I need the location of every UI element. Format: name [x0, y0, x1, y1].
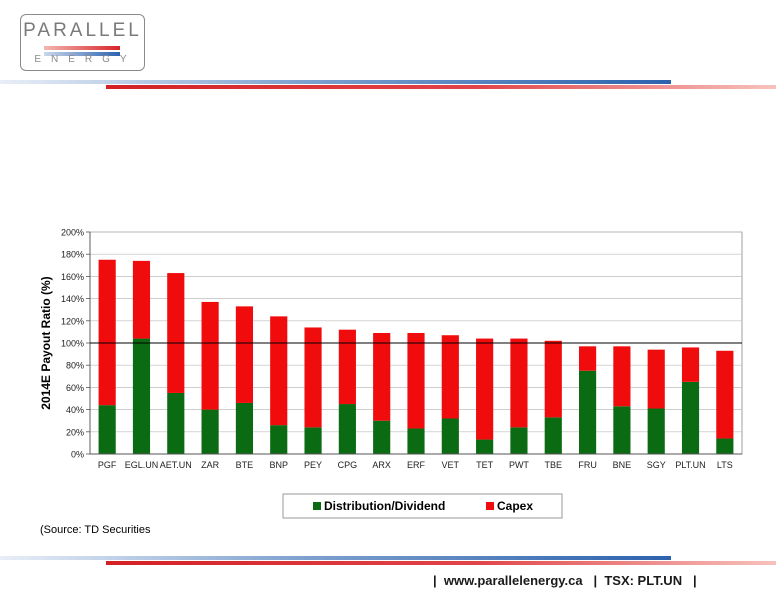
bar-distribution [270, 425, 288, 454]
bar-distribution [716, 438, 734, 454]
x-tick-label: ARX [372, 460, 391, 470]
bar-capex [544, 340, 562, 418]
bar-capex [647, 349, 665, 409]
y-tick-label: 20% [66, 427, 84, 437]
y-tick-label: 60% [66, 383, 84, 393]
bar-distribution [235, 402, 253, 454]
y-tick-label: 180% [61, 250, 84, 260]
bar-capex [681, 347, 700, 382]
x-tick-label: EGL.UN [125, 460, 159, 470]
bar-distribution [407, 428, 425, 454]
bar-capex [98, 259, 116, 406]
footer-sep-1: | [433, 573, 437, 588]
bar-distribution [544, 417, 562, 454]
header-red-stripe [106, 85, 776, 89]
logo-bottom-text: ENERGY [34, 54, 137, 65]
x-tick-label: TET [476, 460, 494, 470]
bar-distribution [167, 392, 185, 454]
bar-distribution [510, 427, 528, 454]
company-logo: PARALLEL ENERGY [20, 14, 145, 71]
bar-capex [132, 260, 151, 339]
bar-capex [407, 333, 425, 429]
x-tick-label: PGF [98, 460, 117, 470]
footer-blue-stripe [0, 556, 671, 560]
logo-red-bar [44, 46, 120, 50]
y-axis-label: 2014E Payout Ratio (%) [39, 276, 53, 409]
x-tick-label: PWT [509, 460, 529, 470]
bar-capex [270, 316, 288, 426]
x-tick-label: ERF [407, 460, 426, 470]
bar-distribution [579, 370, 597, 454]
website-link[interactable]: www.parallelenergy.ca [443, 573, 583, 588]
x-tick-label: VET [442, 460, 460, 470]
bar-distribution [681, 381, 700, 454]
y-tick-label: 100% [61, 339, 84, 349]
x-tick-label: BNE [613, 460, 632, 470]
x-tick-label: BTE [236, 460, 254, 470]
bar-distribution [132, 338, 151, 454]
x-tick-label: SGY [647, 460, 666, 470]
ticker-label: TSX: PLT.UN [604, 573, 683, 588]
x-tick-label: AET.UN [160, 460, 192, 470]
y-tick-label: 80% [66, 361, 84, 371]
header-blue-stripe [0, 80, 671, 84]
x-tick-label: PLT.UN [675, 460, 705, 470]
bar-distribution [373, 420, 391, 454]
y-tick-label: 200% [61, 228, 84, 238]
bar-capex [716, 350, 734, 439]
legend-label-capex: Capex [497, 499, 533, 513]
y-tick-label: 160% [61, 272, 84, 282]
footer: | www.parallelenergy.ca | TSX: PLT.UN | [433, 573, 697, 588]
bar-capex [338, 329, 356, 405]
bar-distribution [338, 404, 356, 454]
bar-distribution [613, 406, 631, 454]
footer-red-stripe [106, 561, 776, 565]
bar-distribution [304, 427, 322, 454]
bar-capex [304, 327, 322, 428]
bar-capex [510, 338, 528, 428]
x-tick-label: PEY [304, 460, 322, 470]
logo-top-text: PARALLEL [23, 20, 142, 41]
bar-capex [613, 346, 631, 407]
legend-swatch-distribution [313, 502, 321, 510]
bar-capex [441, 335, 459, 419]
legend-swatch-capex [486, 502, 494, 510]
y-tick-label: 120% [61, 316, 84, 326]
y-tick-label: 0% [71, 450, 84, 460]
bar-distribution [201, 409, 219, 454]
bar-distribution [647, 408, 665, 454]
x-tick-label: TBE [545, 460, 563, 470]
footer-sep-2: | [593, 573, 598, 588]
bar-capex [476, 338, 494, 440]
bar-distribution [476, 439, 494, 454]
legend-label-distribution: Distribution/Dividend [324, 499, 445, 513]
x-tick-label: FRU [578, 460, 597, 470]
bar-distribution [98, 405, 116, 454]
bar-distribution [441, 418, 459, 454]
x-tick-label: CPG [338, 460, 358, 470]
footer-sep-3: | [692, 573, 697, 588]
y-tick-label: 140% [61, 294, 84, 304]
x-tick-label: BNP [269, 460, 288, 470]
bar-capex [579, 346, 597, 371]
bar-capex [201, 301, 219, 410]
source-note: (Source: TD Securities [40, 524, 151, 536]
x-tick-label: ZAR [201, 460, 220, 470]
payout-ratio-chart: 0% 20% 40% 60% 80% 100% 120% 140% 160% 180% 200% 20… [39, 228, 743, 519]
bar-capex [235, 306, 253, 403]
x-tick-label: LTS [717, 460, 733, 470]
bar-capex [167, 273, 185, 393]
bar-capex [373, 333, 391, 421]
y-tick-label: 40% [66, 405, 84, 415]
logo-blue-bar [44, 52, 120, 56]
legend-box [282, 493, 563, 519]
